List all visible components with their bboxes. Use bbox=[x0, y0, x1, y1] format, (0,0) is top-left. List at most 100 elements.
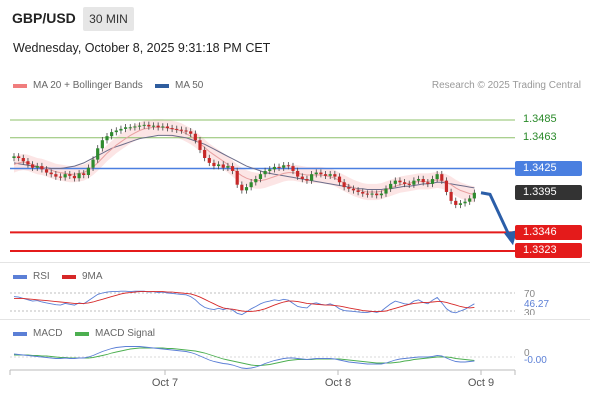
candle-72 bbox=[347, 187, 351, 189]
candle-76 bbox=[365, 193, 369, 195]
candle-12 bbox=[68, 174, 72, 176]
candle-43 bbox=[212, 162, 216, 167]
ma50-line bbox=[13, 134, 475, 190]
resistance-1-label: 1.3463 bbox=[523, 131, 557, 143]
legend-macd-signal: MACD Signal bbox=[75, 328, 155, 339]
timestamp: Wednesday, October 8, 2025 9:31:18 PM CE… bbox=[13, 41, 271, 55]
candle-6 bbox=[40, 166, 44, 170]
legend-rsi-label: RSI bbox=[33, 271, 50, 282]
rsi-level-30: 30 bbox=[524, 309, 536, 315]
rsi-value: 46.27 bbox=[524, 299, 550, 310]
candle-81 bbox=[389, 183, 393, 189]
candle-38 bbox=[189, 131, 193, 134]
candle-2 bbox=[21, 158, 25, 162]
symbol-title: GBP/USD bbox=[12, 10, 76, 26]
legend-macd-label: MACD bbox=[33, 328, 63, 339]
candle-47 bbox=[230, 166, 235, 171]
candle-74 bbox=[356, 190, 360, 192]
candle-85 bbox=[407, 183, 411, 185]
bollinger-band bbox=[14, 119, 475, 203]
candle-54 bbox=[263, 170, 267, 175]
candle-45 bbox=[221, 164, 225, 168]
candle-78 bbox=[375, 193, 379, 196]
ma50-swatch bbox=[155, 83, 169, 88]
legend-ma50-label: MA 50 bbox=[175, 80, 204, 91]
candle-68 bbox=[328, 174, 332, 176]
macd-zero-label: 0 bbox=[524, 348, 530, 359]
candle-8 bbox=[49, 172, 53, 175]
candle-95 bbox=[454, 200, 458, 205]
candle-83 bbox=[398, 180, 402, 183]
candle-4 bbox=[31, 164, 35, 168]
candle-19 bbox=[100, 140, 104, 149]
candle-16 bbox=[86, 167, 90, 175]
candle-61 bbox=[296, 170, 300, 177]
macd-signal-swatch bbox=[75, 331, 89, 336]
support-1-label: 1.3346 bbox=[515, 225, 582, 240]
legend-ma20: MA 20 + Bollinger Bands bbox=[13, 80, 143, 91]
macd-signal-line bbox=[14, 347, 475, 366]
candle-58 bbox=[282, 165, 286, 168]
candle-9 bbox=[54, 174, 58, 177]
candle-86 bbox=[412, 180, 416, 185]
candle-20 bbox=[105, 136, 109, 141]
candle-62 bbox=[300, 176, 304, 180]
candle-13 bbox=[72, 175, 77, 179]
legend-rsi: RSI bbox=[13, 271, 50, 282]
candle-46 bbox=[226, 166, 230, 168]
candle-70 bbox=[337, 176, 342, 183]
candle-18 bbox=[96, 148, 100, 160]
candle-59 bbox=[286, 165, 290, 167]
candle-28 bbox=[142, 124, 146, 126]
legend-rsi-ma: 9MA bbox=[62, 271, 103, 282]
candle-21 bbox=[110, 132, 114, 137]
candle-60 bbox=[291, 166, 295, 171]
candle-98 bbox=[468, 198, 472, 202]
divider-rsi bbox=[0, 262, 590, 263]
resistance-2-label: 1.3485 bbox=[523, 113, 557, 125]
candle-67 bbox=[323, 174, 328, 176]
candle-39 bbox=[193, 133, 197, 141]
legend-ma20-label: MA 20 + Bollinger Bands bbox=[33, 80, 143, 91]
rsi-swatch bbox=[13, 274, 27, 279]
pivot-label: 1.3425 bbox=[515, 161, 582, 176]
candle-29 bbox=[147, 124, 151, 127]
candle-5 bbox=[35, 166, 39, 168]
rsi-ma-swatch bbox=[62, 274, 76, 279]
legend-ma50: MA 50 bbox=[155, 80, 203, 91]
candle-37 bbox=[184, 130, 188, 132]
candle-23 bbox=[119, 128, 123, 131]
candle-64 bbox=[310, 174, 314, 181]
candle-87 bbox=[416, 179, 421, 181]
candle-34 bbox=[170, 128, 174, 130]
candle-55 bbox=[268, 169, 272, 171]
support-2-label: 1.3323 bbox=[515, 243, 582, 258]
candle-17 bbox=[91, 159, 95, 168]
candle-32 bbox=[161, 126, 165, 128]
candle-3 bbox=[26, 161, 30, 165]
candle-51 bbox=[249, 182, 253, 188]
candle-56 bbox=[272, 166, 276, 170]
candle-14 bbox=[77, 173, 81, 179]
legend-macd: MACD bbox=[13, 328, 62, 339]
candle-44 bbox=[217, 164, 221, 167]
candle-96 bbox=[458, 203, 462, 205]
candle-25 bbox=[128, 127, 132, 129]
candle-92 bbox=[440, 174, 444, 181]
legend-rsi-ma-label: 9MA bbox=[82, 271, 103, 282]
candle-63 bbox=[305, 179, 309, 181]
interval-button[interactable]: 30 MIN bbox=[83, 7, 134, 31]
last-price-label: 1.3395 bbox=[515, 185, 582, 200]
candle-36 bbox=[179, 129, 183, 131]
forecast-arrow-head bbox=[504, 230, 517, 246]
rsi-level-70: 70 bbox=[524, 289, 536, 300]
legend-macd-signal-label: MACD Signal bbox=[95, 328, 156, 339]
candle-50 bbox=[244, 187, 249, 191]
candle-69 bbox=[333, 174, 337, 177]
candle-49 bbox=[240, 184, 244, 191]
candle-93 bbox=[444, 180, 449, 192]
rsi-line bbox=[13, 290, 475, 316]
candle-35 bbox=[175, 128, 179, 130]
ma20-swatch bbox=[13, 83, 27, 88]
